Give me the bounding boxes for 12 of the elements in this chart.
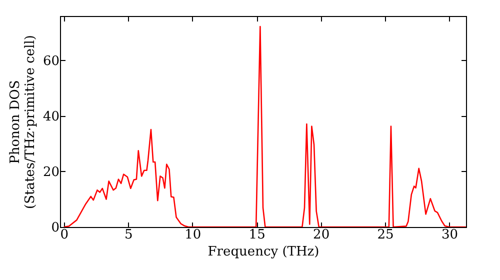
x-axis-title: Frequency (THz) bbox=[208, 244, 320, 260]
x-tick-label: 15 bbox=[248, 228, 266, 242]
y-tick-label: 60 bbox=[42, 54, 60, 69]
x-tick-label: 5 bbox=[124, 228, 133, 242]
x-tick-label: 20 bbox=[313, 228, 330, 242]
y-tick-label: 20 bbox=[42, 164, 60, 180]
x-tick-label: 10 bbox=[184, 228, 202, 242]
x-tick-label: 25 bbox=[377, 228, 394, 242]
y-axis-title: Phonon DOS (States/THz·primitive cell) bbox=[8, 34, 38, 210]
x-tick-label: 30 bbox=[442, 228, 458, 242]
y-tick-label: 40 bbox=[42, 109, 60, 124]
line-series bbox=[63, 26, 466, 227]
